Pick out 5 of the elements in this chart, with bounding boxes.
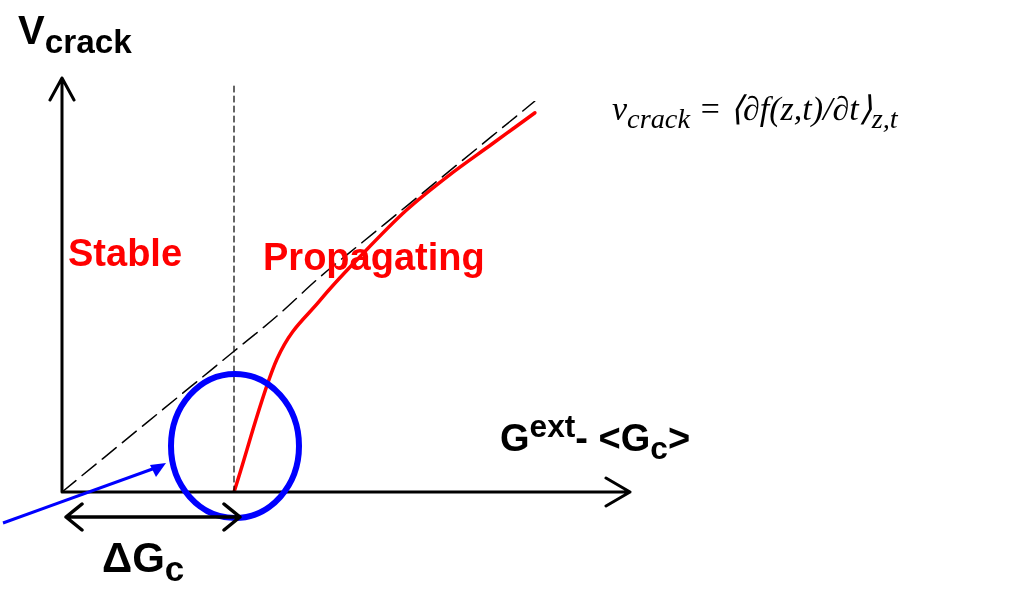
y-axis-title: V$_{crack}$ — [18, 8, 132, 61]
annotation: Stable — [68, 232, 183, 275]
x-axis-title: G$^{ext}$- <G$_{c}$> — [500, 408, 691, 468]
text: v$_{crack}$ = ⟨∂f(z,t)/∂t⟩$_{z,t}$ — [612, 89, 898, 135]
text: ΔG$_{c}$ — [102, 534, 185, 590]
